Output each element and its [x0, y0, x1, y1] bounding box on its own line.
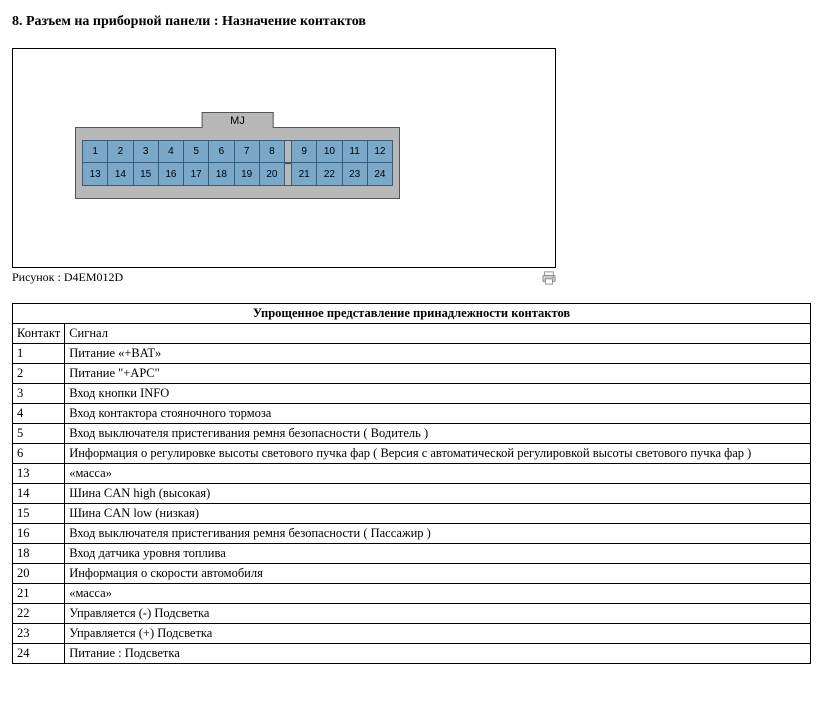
- table-row: 24Питание : Подсветка: [13, 644, 811, 664]
- table-row: 2Питание "+APC": [13, 364, 811, 384]
- pin-4: 4: [159, 140, 184, 163]
- pin-6: 6: [209, 140, 234, 163]
- connector-body: MJ 123456789101112 131415161718192021222…: [75, 127, 400, 199]
- figure-caption: Рисунок : D4EM012D: [12, 270, 123, 285]
- cell-contact: 5: [13, 424, 65, 444]
- cell-signal: Вход контактора стояночного тормоза: [65, 404, 811, 424]
- section-heading: 8. Разъем на приборной панели : Назначен…: [12, 14, 811, 30]
- table-row: 21«масса»: [13, 584, 811, 604]
- pin-22: 22: [317, 163, 342, 186]
- cell-signal: Управляется (-) Подсветка: [65, 604, 811, 624]
- pin-14: 14: [108, 163, 133, 186]
- pin-21: 21: [291, 163, 317, 186]
- cell-contact: 18: [13, 544, 65, 564]
- table-row: 22Управляется (-) Подсветка: [13, 604, 811, 624]
- pin-15: 15: [134, 163, 159, 186]
- table-row: 6Информация о регулировке высоты светово…: [13, 444, 811, 464]
- cell-signal: Управляется (+) Подсветка: [65, 624, 811, 644]
- cell-contact: 6: [13, 444, 65, 464]
- cell-signal: Шина CAN high (высокая): [65, 484, 811, 504]
- table-row: 4Вход контактора стояночного тормоза: [13, 404, 811, 424]
- cell-contact: 23: [13, 624, 65, 644]
- table-row: 3Вход кнопки INFO: [13, 384, 811, 404]
- pin-7: 7: [235, 140, 260, 163]
- cell-signal: Питание "+APC": [65, 364, 811, 384]
- cell-contact: 21: [13, 584, 65, 604]
- print-icon[interactable]: [542, 271, 556, 285]
- pin-5: 5: [184, 140, 209, 163]
- pin-grid: 123456789101112 131415161718192021222324: [82, 140, 393, 186]
- figure-caption-row: Рисунок : D4EM012D: [12, 270, 556, 285]
- cell-contact: 15: [13, 504, 65, 524]
- pin-12: 12: [368, 140, 393, 163]
- pin-2: 2: [108, 140, 133, 163]
- table-row: 16Вход выключателя пристегивания ремня б…: [13, 524, 811, 544]
- pin-23: 23: [343, 163, 368, 186]
- cell-signal: Вход кнопки INFO: [65, 384, 811, 404]
- cell-signal: Шина CAN low (низкая): [65, 504, 811, 524]
- table-row: 14Шина CAN high (высокая): [13, 484, 811, 504]
- table-row: 5Вход выключателя пристегивания ремня бе…: [13, 424, 811, 444]
- pin-17: 17: [184, 163, 209, 186]
- connector-diagram-frame: MJ 123456789101112 131415161718192021222…: [12, 48, 556, 268]
- pin-row-top: 123456789101112: [82, 140, 393, 163]
- pin-18: 18: [209, 163, 234, 186]
- pin-9: 9: [291, 140, 317, 163]
- pin-24: 24: [368, 163, 393, 186]
- table-row: 18Вход датчика уровня топлива: [13, 544, 811, 564]
- cell-signal: Информация о регулировке высоты световог…: [65, 444, 811, 464]
- cell-contact: 4: [13, 404, 65, 424]
- cell-signal: Питание «+BAT»: [65, 344, 811, 364]
- header-contact: Контакт: [13, 324, 65, 344]
- cell-contact: 1: [13, 344, 65, 364]
- table-header-row: Контакт Сигнал: [13, 324, 811, 344]
- cell-signal: Питание : Подсветка: [65, 644, 811, 664]
- pin-3: 3: [134, 140, 159, 163]
- cell-signal: Вход датчика уровня топлива: [65, 544, 811, 564]
- cell-contact: 16: [13, 524, 65, 544]
- table-row: 15Шина CAN low (низкая): [13, 504, 811, 524]
- table-row: 20Информация о скорости автомобиля: [13, 564, 811, 584]
- cell-contact: 14: [13, 484, 65, 504]
- pin-20: 20: [260, 163, 285, 186]
- cell-contact: 24: [13, 644, 65, 664]
- cell-contact: 3: [13, 384, 65, 404]
- pin-16: 16: [159, 163, 184, 186]
- header-signal: Сигнал: [65, 324, 811, 344]
- cell-signal: «масса»: [65, 584, 811, 604]
- cell-signal: Информация о скорости автомобиля: [65, 564, 811, 584]
- cell-signal: Вход выключателя пристегивания ремня без…: [65, 524, 811, 544]
- table-title: Упрощенное представление принадлежности …: [13, 304, 811, 324]
- pin-10: 10: [317, 140, 342, 163]
- cell-contact: 13: [13, 464, 65, 484]
- signals-table: Упрощенное представление принадлежности …: [12, 303, 811, 664]
- pin-19: 19: [235, 163, 260, 186]
- cell-signal: «масса»: [65, 464, 811, 484]
- cell-signal: Вход выключателя пристегивания ремня без…: [65, 424, 811, 444]
- cell-contact: 20: [13, 564, 65, 584]
- cell-contact: 2: [13, 364, 65, 384]
- pin-1: 1: [82, 140, 108, 163]
- connector-label: MJ: [201, 112, 274, 128]
- pin-13: 13: [82, 163, 108, 186]
- pin-8: 8: [260, 140, 285, 163]
- table-row: 23Управляется (+) Подсветка: [13, 624, 811, 644]
- table-row: 1Питание «+BAT»: [13, 344, 811, 364]
- table-row: 13«масса»: [13, 464, 811, 484]
- table-title-row: Упрощенное представление принадлежности …: [13, 304, 811, 324]
- cell-contact: 22: [13, 604, 65, 624]
- pin-11: 11: [343, 140, 368, 163]
- pin-row-bottom: 1314151617181920 21222324: [82, 163, 393, 186]
